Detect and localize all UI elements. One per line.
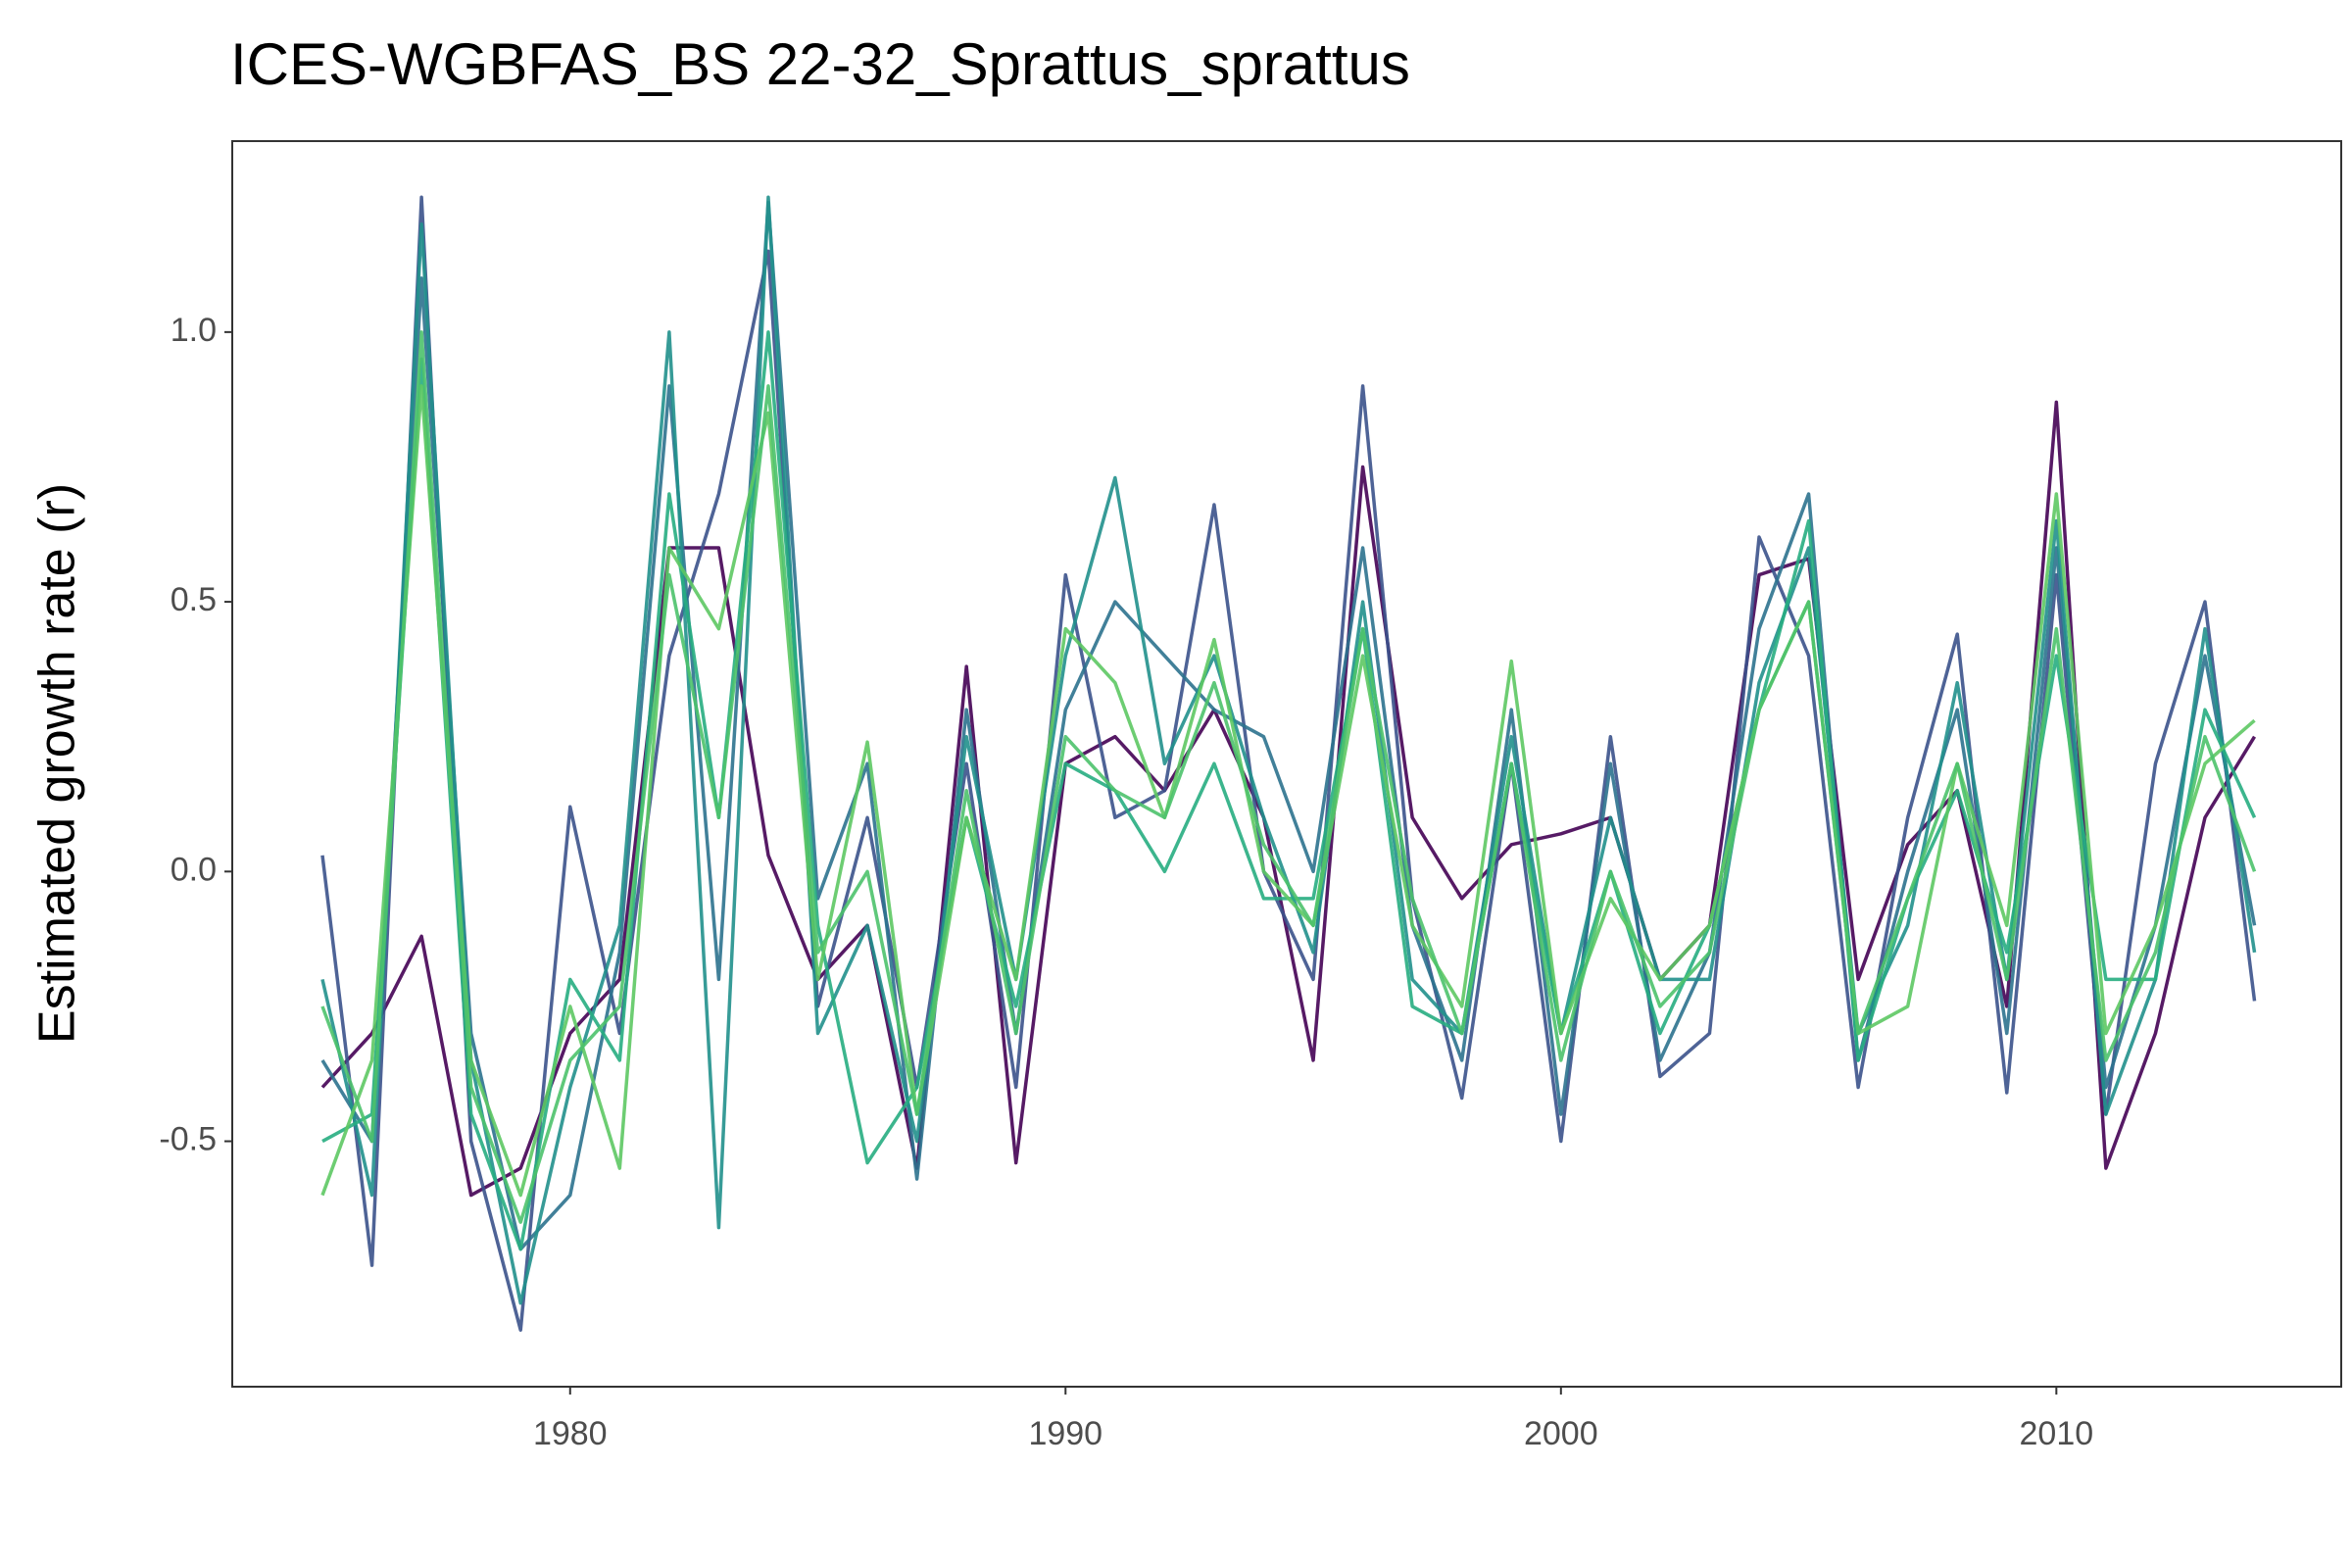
series-line bbox=[320, 201, 2257, 1251]
series-line bbox=[320, 384, 2256, 1198]
x-tick-label: 2010 bbox=[2020, 1415, 2094, 1452]
y-tick-label: 0.5 bbox=[171, 581, 217, 618]
series-line bbox=[320, 330, 2257, 1224]
y-tick-label: 0.0 bbox=[171, 851, 217, 888]
x-tick-label: 2000 bbox=[1524, 1415, 1598, 1452]
x-tick-label: 1990 bbox=[1028, 1415, 1102, 1452]
y-tick-label: 1.0 bbox=[171, 312, 217, 349]
y-tick-label: -0.5 bbox=[159, 1121, 217, 1158]
x-tick-label: 1980 bbox=[533, 1415, 608, 1452]
y-axis-label: Estimated growth rate (r) bbox=[29, 483, 86, 1044]
plot-border bbox=[231, 140, 2342, 1388]
chart-title: ICES-WGBFAS_BS 22-32_Sprattus_sprattus bbox=[230, 31, 1410, 97]
